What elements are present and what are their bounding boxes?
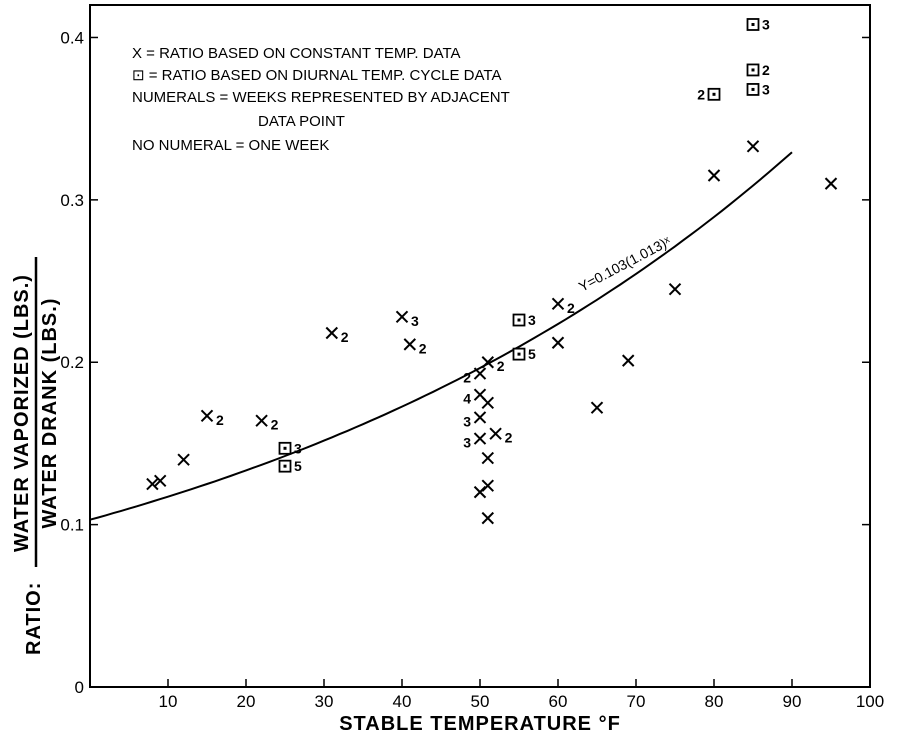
fit-equation-label: Y=0.103(1.013)ˣ bbox=[576, 233, 673, 295]
weeks-label: 5 bbox=[294, 458, 302, 474]
x-axis-ticks: 10 20 30 40 50 60 70 80 90 100 bbox=[159, 679, 884, 711]
constant-temp-point bbox=[146, 477, 159, 491]
y-tick-label: 0.4 bbox=[60, 28, 84, 47]
diurnal-cycle-point: 3 bbox=[746, 81, 770, 97]
constant-temp-point bbox=[590, 401, 604, 414]
weeks-label: 3 bbox=[411, 313, 419, 329]
constant-temp-point bbox=[481, 479, 495, 492]
y-axis-title-numerator: WATER VAPORIZED (LBS.) bbox=[11, 274, 33, 552]
constant-temp-point: 3 bbox=[395, 310, 419, 329]
x-tick-label: 80 bbox=[705, 692, 724, 711]
constant-temp-point bbox=[177, 453, 190, 466]
weeks-label: 2 bbox=[497, 358, 505, 374]
constant-temp-point bbox=[668, 282, 682, 296]
legend-line-5: NO NUMERAL = ONE WEEK bbox=[132, 137, 329, 154]
constant-temp-point bbox=[481, 396, 495, 410]
weeks-label: 3 bbox=[463, 435, 471, 451]
weeks-label: 3 bbox=[294, 440, 302, 456]
diurnal-cycle-point: 3 bbox=[512, 312, 536, 328]
x-tick-label: 70 bbox=[627, 692, 646, 711]
diurnal-cycle-point: 5 bbox=[512, 346, 536, 362]
weeks-label: 2 bbox=[419, 340, 427, 356]
constant-temp-point: 2 bbox=[551, 297, 575, 316]
constant-temp-point: 2 bbox=[255, 414, 279, 433]
y-axis-ticks: 0 0.1 0.2 0.3 0.4 bbox=[60, 28, 870, 697]
weeks-label: 2 bbox=[567, 300, 575, 316]
y-axis-title-prefix: RATIO: bbox=[23, 582, 45, 655]
y-axis-title-denominator: WATER DRANK (LBS.) bbox=[39, 298, 61, 529]
weeks-label: 3 bbox=[528, 312, 536, 328]
weeks-label: 2 bbox=[463, 370, 471, 386]
constant-temp-point bbox=[621, 354, 635, 367]
weeks-label: 2 bbox=[271, 417, 279, 433]
x-tick-label: 60 bbox=[549, 692, 568, 711]
diurnal-cycle-point: 3 bbox=[278, 440, 302, 456]
y-tick-label: 0 bbox=[75, 678, 84, 697]
constant-temp-point: 2 bbox=[481, 356, 505, 374]
x-tick-label: 30 bbox=[315, 692, 334, 711]
constant-temp-point bbox=[707, 169, 721, 182]
constant-temp-point bbox=[481, 511, 495, 525]
constant-temp-point: 2 bbox=[200, 409, 224, 428]
constant-temp-point: 2 bbox=[325, 326, 349, 345]
x-tick-label: 50 bbox=[471, 692, 490, 711]
constant-temp-point: 2 bbox=[403, 338, 427, 356]
x-tick-label: 90 bbox=[783, 692, 802, 711]
y-axis-title: RATIO: WATER VAPORIZED (LBS.) WATER DRAN… bbox=[11, 257, 61, 655]
constant-temp-point: 3 bbox=[463, 411, 487, 429]
legend-line-4: DATA POINT bbox=[258, 113, 345, 130]
weeks-label: 3 bbox=[762, 81, 770, 97]
legend-line-3: NUMERALS = WEEKS REPRESENTED BY ADJACENT bbox=[132, 89, 510, 106]
x-axis-title: STABLE TEMPERATURE °F bbox=[339, 713, 621, 735]
diurnal-cycle-point: 2 bbox=[697, 86, 721, 102]
diurnal-cycle-point: 3 bbox=[746, 16, 770, 32]
weeks-label: 2 bbox=[216, 412, 224, 428]
diurnal-cycle-point: 5 bbox=[278, 458, 302, 474]
x-tick-label: 10 bbox=[159, 692, 178, 711]
legend-line-2: ⊡ = RATIO BASED ON DIURNAL TEMP. CYCLE D… bbox=[132, 67, 501, 84]
x-tick-label: 100 bbox=[856, 692, 884, 711]
weeks-label: 2 bbox=[505, 430, 513, 446]
x-tick-label: 40 bbox=[393, 692, 412, 711]
y-tick-label: 0.1 bbox=[60, 516, 84, 535]
constant-temp-point bbox=[481, 451, 495, 465]
weeks-label: 4 bbox=[463, 391, 471, 407]
plot-frame bbox=[89, 4, 871, 688]
weeks-label: 2 bbox=[341, 329, 349, 345]
y-tick-label: 0.3 bbox=[60, 191, 84, 210]
weeks-label: 5 bbox=[528, 346, 536, 362]
weeks-label: 2 bbox=[762, 62, 770, 78]
fit-curve bbox=[89, 151, 793, 521]
x-tick-label: 20 bbox=[237, 692, 256, 711]
constant-temp-point: 3 bbox=[463, 432, 487, 451]
constant-temp-point bbox=[551, 336, 565, 349]
constant-temp-point: 2 bbox=[489, 427, 513, 446]
legend: X = RATIO BASED ON CONSTANT TEMP. DATA ⊡… bbox=[132, 45, 510, 154]
diurnal-cycle-point: 2 bbox=[746, 62, 770, 78]
constant-temp-point: 2 bbox=[463, 367, 487, 386]
weeks-label: 2 bbox=[697, 86, 705, 102]
y-tick-label: 0.2 bbox=[60, 353, 84, 372]
weeks-label: 3 bbox=[762, 16, 770, 32]
constant-temp-point bbox=[824, 177, 838, 190]
fit-curve-layer bbox=[89, 151, 793, 521]
weeks-label: 3 bbox=[463, 413, 471, 429]
legend-line-1: X = RATIO BASED ON CONSTANT TEMP. DATA bbox=[132, 45, 461, 62]
constant-temp-point bbox=[746, 140, 760, 153]
constant-temp-point bbox=[153, 474, 167, 487]
